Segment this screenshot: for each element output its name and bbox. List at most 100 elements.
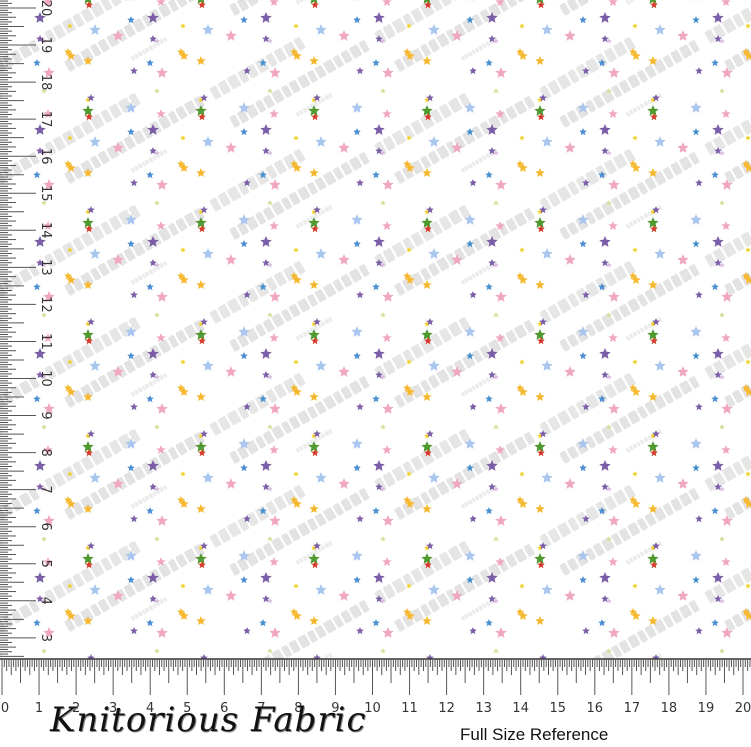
star-motif xyxy=(692,576,700,584)
star-motif xyxy=(177,272,185,280)
star-motif xyxy=(293,135,299,141)
star-motif xyxy=(382,291,394,302)
star-motif xyxy=(267,150,273,156)
watermark-notice-mark xyxy=(209,485,306,548)
star-motif xyxy=(539,318,547,326)
star-motif xyxy=(577,438,589,449)
star-motif xyxy=(89,136,101,147)
watermark xyxy=(229,205,471,352)
star-motif xyxy=(311,561,319,569)
star-motif xyxy=(351,326,363,337)
star-motif xyxy=(403,48,411,56)
star-motif xyxy=(154,200,160,206)
star-motif xyxy=(519,135,525,141)
star-motif xyxy=(608,627,620,638)
star-motif xyxy=(690,438,702,449)
watermark xyxy=(394,261,636,408)
watermark xyxy=(229,429,471,576)
star-motif xyxy=(243,403,251,411)
star-motif xyxy=(67,135,73,141)
star-motif xyxy=(719,312,725,318)
horizontal-ruler-label: 18 xyxy=(661,701,678,716)
star-motif xyxy=(43,109,53,118)
watermark-notice-mark xyxy=(704,225,751,268)
star-motif xyxy=(240,576,248,584)
star-motif xyxy=(156,515,168,526)
star-motif xyxy=(493,424,499,430)
star-motif xyxy=(179,611,189,620)
star-motif xyxy=(629,160,637,168)
star-motif xyxy=(64,160,72,168)
star-motif xyxy=(711,507,719,515)
star-motif xyxy=(67,247,73,253)
horizontal-ruler-label: 10 xyxy=(364,701,381,716)
star-motif xyxy=(745,359,751,365)
star-motif xyxy=(541,248,553,259)
star-motif xyxy=(650,545,656,551)
star-motif xyxy=(516,160,524,168)
star-motif xyxy=(608,67,620,78)
star-motif xyxy=(198,449,206,457)
star-motif xyxy=(196,616,206,625)
star-motif xyxy=(380,312,386,318)
star-motif xyxy=(33,283,41,291)
star-motif xyxy=(744,275,751,284)
watermark xyxy=(394,373,636,520)
star-motif xyxy=(485,619,493,627)
watermark-brand-mark xyxy=(394,432,535,520)
star-motif xyxy=(202,24,214,35)
star-motif xyxy=(240,128,248,136)
star-motif xyxy=(43,557,53,566)
star-motif xyxy=(179,51,189,60)
watermark xyxy=(229,0,308,16)
star-motif xyxy=(712,236,724,247)
star-motif xyxy=(428,24,440,35)
star-motif xyxy=(582,627,590,635)
star-motif xyxy=(64,384,72,392)
star-motif xyxy=(380,262,386,268)
star-motif xyxy=(308,217,320,228)
star-motif xyxy=(742,272,750,280)
star-motif xyxy=(43,627,55,638)
star-motif xyxy=(599,124,611,135)
star-motif xyxy=(719,598,725,604)
star-motif xyxy=(421,441,433,452)
star-motif xyxy=(311,1,319,9)
star-motif xyxy=(87,206,95,214)
star-motif xyxy=(41,536,47,542)
star-motif xyxy=(582,291,590,299)
star-motif xyxy=(198,1,206,9)
star-motif xyxy=(535,616,545,625)
star-motif xyxy=(260,348,272,359)
star-motif xyxy=(83,616,93,625)
star-motif xyxy=(338,142,350,153)
star-motif xyxy=(537,449,545,457)
star-motif xyxy=(112,478,124,489)
star-motif xyxy=(537,1,545,9)
star-motif xyxy=(269,403,281,414)
vertical-ruler-label: 8 xyxy=(38,448,53,456)
star-motif xyxy=(41,150,47,156)
star-motif xyxy=(719,200,725,206)
star-motif xyxy=(469,291,477,299)
watermark-notice-mark xyxy=(209,261,306,324)
star-motif xyxy=(485,171,493,179)
star-motif xyxy=(146,171,154,179)
star-motif xyxy=(292,611,302,620)
star-motif xyxy=(424,449,432,457)
star-motif xyxy=(721,557,731,566)
star-motif xyxy=(64,608,72,616)
star-motif xyxy=(313,542,321,550)
star-motif xyxy=(33,395,41,403)
star-motif xyxy=(485,283,493,291)
star-motif xyxy=(259,507,267,515)
star-motif xyxy=(534,105,546,116)
star-motif xyxy=(564,254,576,265)
star-motif xyxy=(154,312,160,318)
star-motif xyxy=(240,16,248,24)
star-motif xyxy=(422,616,432,625)
star-motif xyxy=(677,254,689,265)
star-motif xyxy=(373,236,385,247)
star-motif xyxy=(125,214,137,225)
star-motif xyxy=(579,16,587,24)
